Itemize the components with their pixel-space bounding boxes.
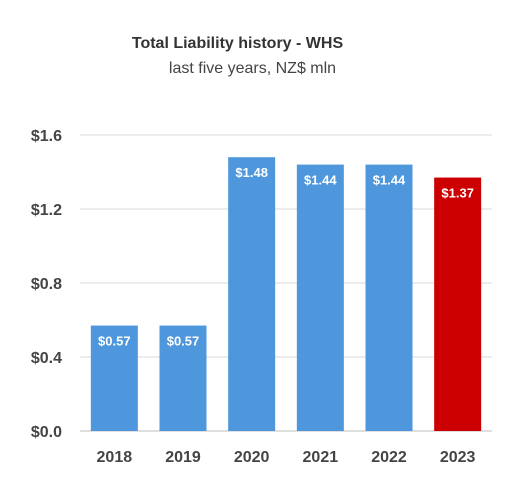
y-tick-label: $0.8 bbox=[31, 276, 62, 293]
bar-2021 bbox=[296, 164, 344, 431]
data-labels: $0.57 $0.57 $1.48 $1.44 $1.44 $1.37 bbox=[98, 165, 474, 348]
data-label-2019: $0.57 bbox=[167, 334, 200, 349]
data-label-2021: $1.44 bbox=[304, 173, 337, 188]
data-label-2022: $1.44 bbox=[373, 173, 406, 188]
x-tick-label-2020: 2020 bbox=[234, 449, 270, 466]
x-tick-label-2019: 2019 bbox=[165, 449, 201, 466]
x-tick-label-2023: 2023 bbox=[440, 449, 476, 466]
bar-2022 bbox=[365, 164, 413, 431]
y-tick-label: $0.0 bbox=[31, 424, 62, 441]
bar-2023 bbox=[434, 177, 482, 431]
bars bbox=[90, 157, 482, 431]
gridlines bbox=[80, 134, 492, 432]
data-label-2018: $0.57 bbox=[98, 334, 131, 349]
data-label-2023: $1.37 bbox=[441, 186, 474, 201]
y-axis-ticks: $0.0 $0.4 $0.8 $1.2 $1.6 bbox=[31, 128, 62, 441]
y-tick-label: $1.6 bbox=[31, 128, 62, 145]
data-label-2020: $1.48 bbox=[235, 165, 268, 180]
bar-2020 bbox=[228, 157, 276, 431]
x-axis-ticks: 2018 2019 2020 2021 2022 2023 bbox=[97, 449, 476, 466]
x-tick-label-2018: 2018 bbox=[97, 449, 133, 466]
chart-subtitle: last five years, NZ$ mln bbox=[168, 60, 337, 77]
y-tick-label: $1.2 bbox=[31, 202, 62, 219]
y-tick-label: $0.4 bbox=[31, 350, 62, 367]
x-tick-label-2021: 2021 bbox=[303, 449, 339, 466]
x-tick-label-2022: 2022 bbox=[371, 449, 407, 466]
chart-title: Total Liability history - WHS bbox=[131, 35, 344, 52]
bar-2018 bbox=[90, 325, 138, 431]
bar-2019 bbox=[159, 325, 207, 431]
